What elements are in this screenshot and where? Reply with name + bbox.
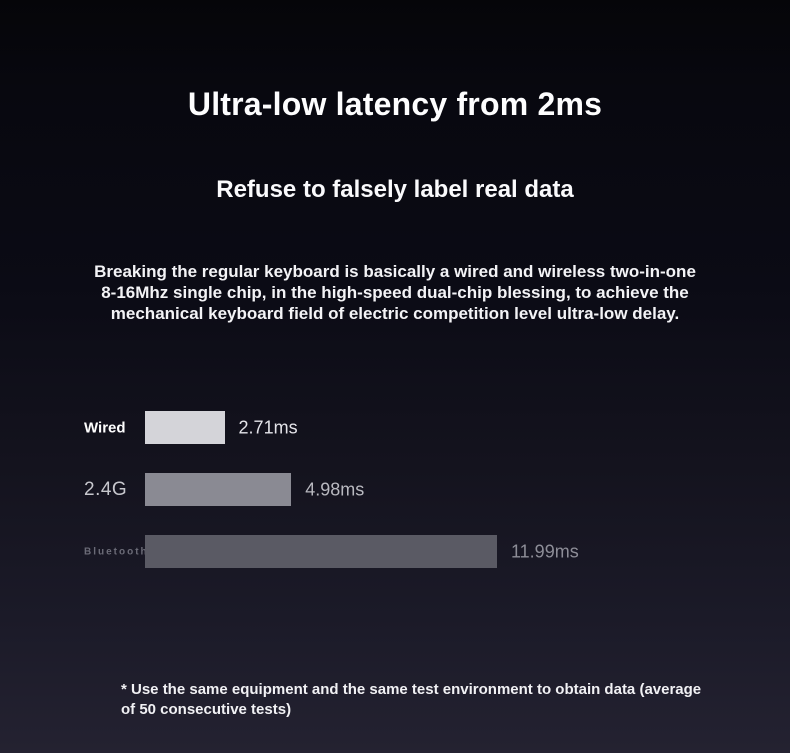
description-line: mechanical keyboard field of electric co… — [110, 304, 680, 323]
description-paragraph: Breaking the regular keyboard is basical… — [55, 261, 735, 324]
value-label-wired: 2.71ms — [238, 417, 298, 437]
value-label-bluetooth: 11.99ms — [511, 541, 579, 561]
chart-row-bluetooth: Bluetooth 11.99ms — [0, 535, 790, 568]
footnote-line: of 50 consecutive tests) — [121, 701, 292, 718]
bar-2-4g — [145, 473, 292, 506]
category-label-wired: Wired — [84, 419, 126, 436]
chart-row-2-4g: 2.4G 4.98ms — [0, 473, 790, 506]
value-label-2-4g: 4.98ms — [305, 479, 365, 499]
description-line: 8-16Mhz single chip, in the high-speed d… — [101, 283, 689, 302]
footnote: * Use the same equipment and the same te… — [121, 680, 711, 720]
bar-wired — [145, 411, 225, 444]
page-subtitle: Refuse to falsely label real data — [216, 176, 574, 203]
description-line: Breaking the regular keyboard is basical… — [94, 262, 696, 281]
category-label-2-4g: 2.4G — [84, 478, 128, 500]
page-title: Ultra-low latency from 2ms — [187, 86, 603, 122]
footnote-line: * Use the same equipment and the same te… — [121, 681, 702, 698]
chart-row-wired: Wired 2.71ms — [0, 411, 790, 444]
category-label-bluetooth: Bluetooth — [84, 546, 149, 557]
bar-bluetooth — [145, 535, 497, 568]
